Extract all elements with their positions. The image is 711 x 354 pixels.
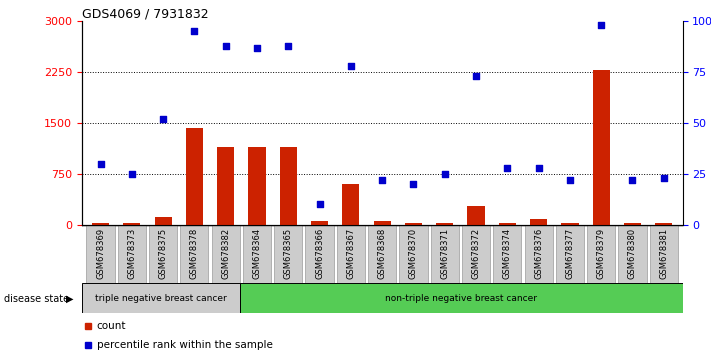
Bar <box>592 70 610 225</box>
Bar <box>217 147 235 225</box>
Point <box>533 165 545 171</box>
FancyBboxPatch shape <box>118 225 146 283</box>
Bar <box>92 223 109 225</box>
Bar <box>82 283 240 313</box>
FancyBboxPatch shape <box>243 225 271 283</box>
Point <box>596 23 607 28</box>
FancyBboxPatch shape <box>274 225 302 283</box>
Bar <box>655 223 673 225</box>
Text: ▶: ▶ <box>65 294 73 304</box>
FancyBboxPatch shape <box>181 225 208 283</box>
FancyBboxPatch shape <box>368 225 396 283</box>
FancyBboxPatch shape <box>619 225 646 283</box>
Text: GSM678374: GSM678374 <box>503 228 512 279</box>
Point <box>188 29 200 34</box>
FancyBboxPatch shape <box>525 225 552 283</box>
FancyBboxPatch shape <box>556 225 584 283</box>
Point <box>157 116 169 122</box>
Text: GSM678377: GSM678377 <box>565 228 574 279</box>
Bar <box>561 223 579 225</box>
Point <box>95 161 106 167</box>
Text: GSM678365: GSM678365 <box>284 228 293 279</box>
Point <box>126 171 137 177</box>
FancyBboxPatch shape <box>337 225 365 283</box>
Point <box>471 73 482 79</box>
Text: triple negative breast cancer: triple negative breast cancer <box>95 294 227 303</box>
Bar <box>405 223 422 225</box>
Bar <box>123 223 141 225</box>
Text: GSM678368: GSM678368 <box>378 228 387 279</box>
Bar <box>240 283 683 313</box>
Text: GSM678369: GSM678369 <box>96 228 105 279</box>
Point <box>314 202 325 207</box>
Point <box>251 45 262 51</box>
Bar <box>530 219 547 225</box>
Bar <box>186 129 203 225</box>
Bar <box>311 221 328 225</box>
Text: GSM678371: GSM678371 <box>440 228 449 279</box>
Text: GSM678372: GSM678372 <box>471 228 481 279</box>
FancyBboxPatch shape <box>400 225 427 283</box>
FancyBboxPatch shape <box>462 225 490 283</box>
Text: GSM678378: GSM678378 <box>190 228 199 279</box>
Text: GSM678367: GSM678367 <box>346 228 356 279</box>
Text: GSM678376: GSM678376 <box>534 228 543 279</box>
Bar <box>279 147 297 225</box>
Text: GSM678381: GSM678381 <box>659 228 668 279</box>
Text: GSM678380: GSM678380 <box>628 228 637 279</box>
FancyBboxPatch shape <box>149 225 177 283</box>
Point <box>502 165 513 171</box>
Point <box>439 171 451 177</box>
FancyBboxPatch shape <box>87 225 114 283</box>
Point <box>658 175 670 181</box>
Point <box>627 177 638 183</box>
Text: GSM678379: GSM678379 <box>597 228 606 279</box>
Text: GSM678375: GSM678375 <box>159 228 168 279</box>
Point <box>377 177 388 183</box>
Bar <box>154 217 172 225</box>
Text: GSM678364: GSM678364 <box>252 228 262 279</box>
Text: GSM678370: GSM678370 <box>409 228 418 279</box>
FancyBboxPatch shape <box>306 225 333 283</box>
FancyBboxPatch shape <box>493 225 521 283</box>
Text: count: count <box>97 321 127 331</box>
Point <box>345 63 356 69</box>
Point <box>408 181 419 187</box>
Bar <box>467 206 485 225</box>
FancyBboxPatch shape <box>212 225 240 283</box>
FancyBboxPatch shape <box>587 225 615 283</box>
Point <box>565 177 576 183</box>
Text: percentile rank within the sample: percentile rank within the sample <box>97 340 272 350</box>
Text: non-triple negative breast cancer: non-triple negative breast cancer <box>385 294 538 303</box>
Bar <box>342 184 360 225</box>
FancyBboxPatch shape <box>650 225 678 283</box>
Point <box>220 43 231 48</box>
Text: disease state: disease state <box>4 294 69 304</box>
Text: GSM678366: GSM678366 <box>315 228 324 279</box>
Text: GSM678373: GSM678373 <box>127 228 137 279</box>
Bar <box>498 223 516 225</box>
FancyBboxPatch shape <box>431 225 459 283</box>
Bar <box>624 223 641 225</box>
Text: GDS4069 / 7931832: GDS4069 / 7931832 <box>82 7 208 20</box>
Text: GSM678382: GSM678382 <box>221 228 230 279</box>
Bar <box>373 221 391 225</box>
Bar <box>248 147 266 225</box>
Bar <box>436 223 454 225</box>
Point <box>282 43 294 48</box>
